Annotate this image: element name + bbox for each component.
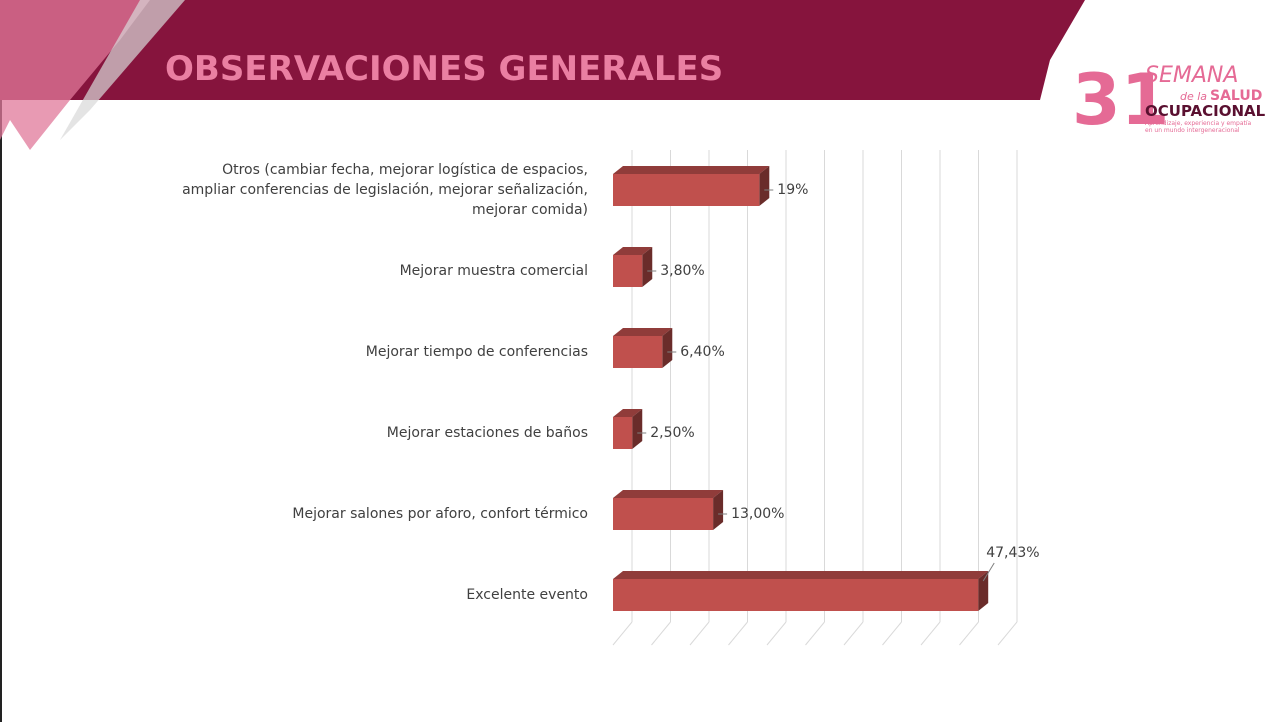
value-label: 6,40% [680,344,724,360]
logo-word: SEMANA [1145,63,1238,88]
value-label: 3,80% [660,263,704,279]
category-label: Mejorar tiempo de conferencias [168,342,588,362]
category-label: Otros (cambiar fecha, mejorar logística … [168,160,588,220]
bar-top [613,166,769,174]
floor-line [883,622,902,645]
logo-tagline: Aprendizaje, experiencia y empatía [1145,120,1252,127]
floor-line [998,622,1017,645]
bar [613,417,632,449]
floor-line [690,622,709,645]
bar-top [613,490,723,498]
logo-tagline: en un mundo intergeneracional [1145,127,1240,134]
value-label: 13,00% [731,506,784,522]
floor-line [729,622,748,645]
logo-word: OCUPACIONAL [1145,102,1266,120]
category-label: Mejorar salones por aforo, confort térmi… [168,504,588,524]
value-label: 19% [777,182,808,198]
value-label: 2,50% [650,425,694,441]
floor-line [844,622,863,645]
category-label: Mejorar estaciones de baños [168,423,588,443]
floor-line [613,622,632,645]
value-label: 47,43% [986,545,1039,561]
slide: OBSERVACIONES GENERALES 31 SEMANA de la … [0,0,1286,722]
bar [613,579,978,611]
bar-top [613,571,988,579]
bar-top [613,328,672,336]
floor-line [921,622,940,645]
floor-line [960,622,979,645]
bar [613,174,759,206]
floor-line [806,622,825,645]
bar [613,336,662,368]
bar [613,498,713,530]
category-label: Mejorar muestra comercial [168,261,588,281]
floor-line [767,622,786,645]
bar [613,255,642,287]
category-label: Excelente evento [168,585,588,605]
floor-line [652,622,671,645]
slide-title: OBSERVACIONES GENERALES [165,49,723,89]
